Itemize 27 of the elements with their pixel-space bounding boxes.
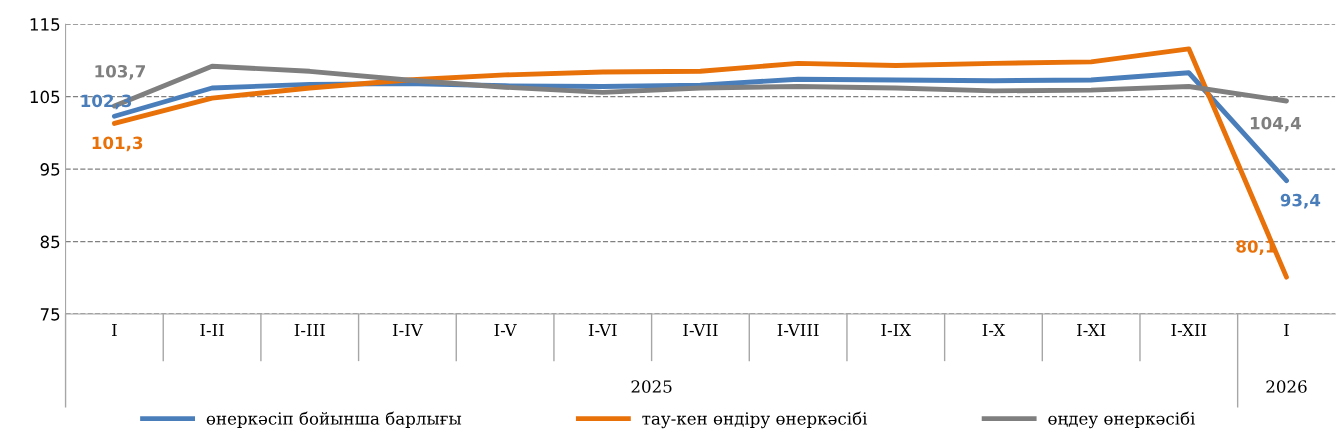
x-tick-label: I-X — [982, 323, 1006, 337]
x-tick-label: I-VIII — [777, 323, 819, 337]
x-tick-label: I-V — [494, 323, 517, 337]
x-tick-label: I-VII — [683, 323, 718, 337]
x-tick-label: I-IX — [881, 323, 912, 337]
x-tick-label: I-III — [294, 323, 325, 337]
text: 2026 — [1266, 380, 1307, 393]
data-label: 103,7 — [95, 64, 145, 80]
data-label: 104,4 — [1250, 116, 1301, 132]
x-tick-label: I-IV — [392, 323, 424, 337]
y-tick-label: 95 — [40, 163, 60, 176]
x-tick-label: I-XI — [1077, 323, 1106, 337]
y-tick-label: 75 — [40, 308, 60, 321]
y-tick-label: 115 — [30, 18, 60, 31]
x-tick-label: I-VI — [588, 323, 617, 337]
y-tick-label: 85 — [40, 235, 60, 249]
text: 2025 — [631, 380, 672, 393]
legend-label: өңдеу өнеркәсібі — [1048, 411, 1196, 429]
x-tick-label: I — [1284, 323, 1289, 337]
legend-label: тау-кен өндіру өнеркәсібі — [642, 411, 868, 429]
x-tick-label: I — [112, 323, 117, 337]
data-label: 93,4 — [1280, 193, 1321, 209]
x-tick-label: I-XII — [1171, 323, 1207, 337]
data-label: 101,3 — [92, 136, 143, 152]
y-tick-label: 105 — [30, 90, 60, 104]
x-tick-label: I-II — [200, 323, 224, 337]
legend-label: өнеркәсіп бойынша барлығы — [206, 411, 462, 428]
